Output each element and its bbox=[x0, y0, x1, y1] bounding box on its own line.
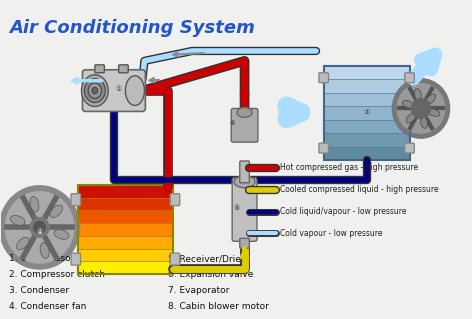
FancyBboxPatch shape bbox=[71, 194, 81, 205]
Ellipse shape bbox=[54, 230, 69, 239]
Ellipse shape bbox=[92, 87, 98, 94]
Bar bbox=[324, 66, 410, 80]
Text: ④: ④ bbox=[36, 229, 42, 235]
Bar bbox=[78, 223, 173, 236]
Text: ⑦: ⑦ bbox=[363, 109, 370, 115]
Bar bbox=[78, 197, 173, 211]
FancyBboxPatch shape bbox=[95, 65, 104, 73]
Bar bbox=[324, 146, 410, 160]
Text: Cold vapour - low pressure: Cold vapour - low pressure bbox=[280, 229, 382, 238]
Ellipse shape bbox=[126, 76, 144, 106]
Bar bbox=[324, 106, 410, 120]
Text: 3. Condenser: 3. Condenser bbox=[9, 286, 69, 295]
Text: 8. Cabin blower motor: 8. Cabin blower motor bbox=[169, 302, 269, 311]
Ellipse shape bbox=[40, 243, 49, 258]
Bar bbox=[324, 66, 410, 160]
Bar bbox=[324, 120, 410, 134]
Circle shape bbox=[30, 218, 49, 237]
Ellipse shape bbox=[84, 78, 105, 103]
FancyBboxPatch shape bbox=[240, 238, 249, 248]
Ellipse shape bbox=[10, 216, 25, 225]
Ellipse shape bbox=[414, 89, 421, 101]
Ellipse shape bbox=[406, 113, 416, 123]
FancyBboxPatch shape bbox=[240, 161, 249, 183]
FancyBboxPatch shape bbox=[405, 73, 414, 83]
Ellipse shape bbox=[234, 176, 255, 188]
Circle shape bbox=[392, 79, 449, 138]
FancyBboxPatch shape bbox=[405, 143, 414, 153]
Circle shape bbox=[412, 99, 430, 118]
Text: ①: ① bbox=[116, 85, 122, 92]
Ellipse shape bbox=[50, 205, 63, 218]
Ellipse shape bbox=[17, 237, 29, 250]
Text: 4. Condenser fan: 4. Condenser fan bbox=[9, 302, 86, 311]
Text: 5. Receiver/Drier: 5. Receiver/Drier bbox=[169, 254, 245, 263]
Text: Air Conditioning System: Air Conditioning System bbox=[9, 19, 255, 37]
FancyBboxPatch shape bbox=[319, 143, 329, 153]
FancyBboxPatch shape bbox=[83, 70, 145, 111]
Text: Hot compressed gas - high pressure: Hot compressed gas - high pressure bbox=[280, 163, 418, 173]
Ellipse shape bbox=[426, 94, 436, 104]
Bar bbox=[78, 210, 173, 224]
Text: 6. Expansion valve: 6. Expansion valve bbox=[169, 270, 253, 279]
FancyBboxPatch shape bbox=[232, 178, 257, 241]
Ellipse shape bbox=[421, 116, 428, 128]
Text: 7. Evaporator: 7. Evaporator bbox=[169, 286, 230, 295]
Bar bbox=[78, 185, 173, 274]
Ellipse shape bbox=[88, 83, 101, 98]
Text: ⑤: ⑤ bbox=[233, 204, 239, 211]
Bar bbox=[78, 249, 173, 262]
Ellipse shape bbox=[82, 75, 108, 107]
FancyBboxPatch shape bbox=[231, 108, 258, 142]
Bar bbox=[324, 133, 410, 147]
Text: 1. Compressor: 1. Compressor bbox=[9, 254, 75, 263]
FancyBboxPatch shape bbox=[118, 65, 128, 73]
Circle shape bbox=[397, 84, 445, 133]
Ellipse shape bbox=[237, 108, 252, 117]
Text: Cold liquid/vapour - low pressure: Cold liquid/vapour - low pressure bbox=[280, 207, 406, 216]
Text: 2. Compressor clutch: 2. Compressor clutch bbox=[9, 270, 105, 279]
FancyBboxPatch shape bbox=[319, 73, 329, 83]
Bar bbox=[78, 236, 173, 249]
Bar bbox=[324, 79, 410, 93]
Bar bbox=[78, 185, 173, 198]
Ellipse shape bbox=[428, 109, 440, 116]
Bar bbox=[324, 93, 410, 107]
Circle shape bbox=[0, 186, 80, 269]
FancyBboxPatch shape bbox=[170, 253, 180, 265]
FancyBboxPatch shape bbox=[71, 253, 81, 265]
Ellipse shape bbox=[402, 100, 414, 108]
Circle shape bbox=[5, 192, 74, 263]
Text: ⑥: ⑥ bbox=[229, 121, 235, 126]
Circle shape bbox=[34, 221, 45, 234]
Bar bbox=[78, 261, 173, 274]
Ellipse shape bbox=[30, 197, 39, 212]
Text: Cooled compressed liquid - high pressure: Cooled compressed liquid - high pressure bbox=[280, 185, 438, 194]
FancyBboxPatch shape bbox=[170, 194, 180, 205]
